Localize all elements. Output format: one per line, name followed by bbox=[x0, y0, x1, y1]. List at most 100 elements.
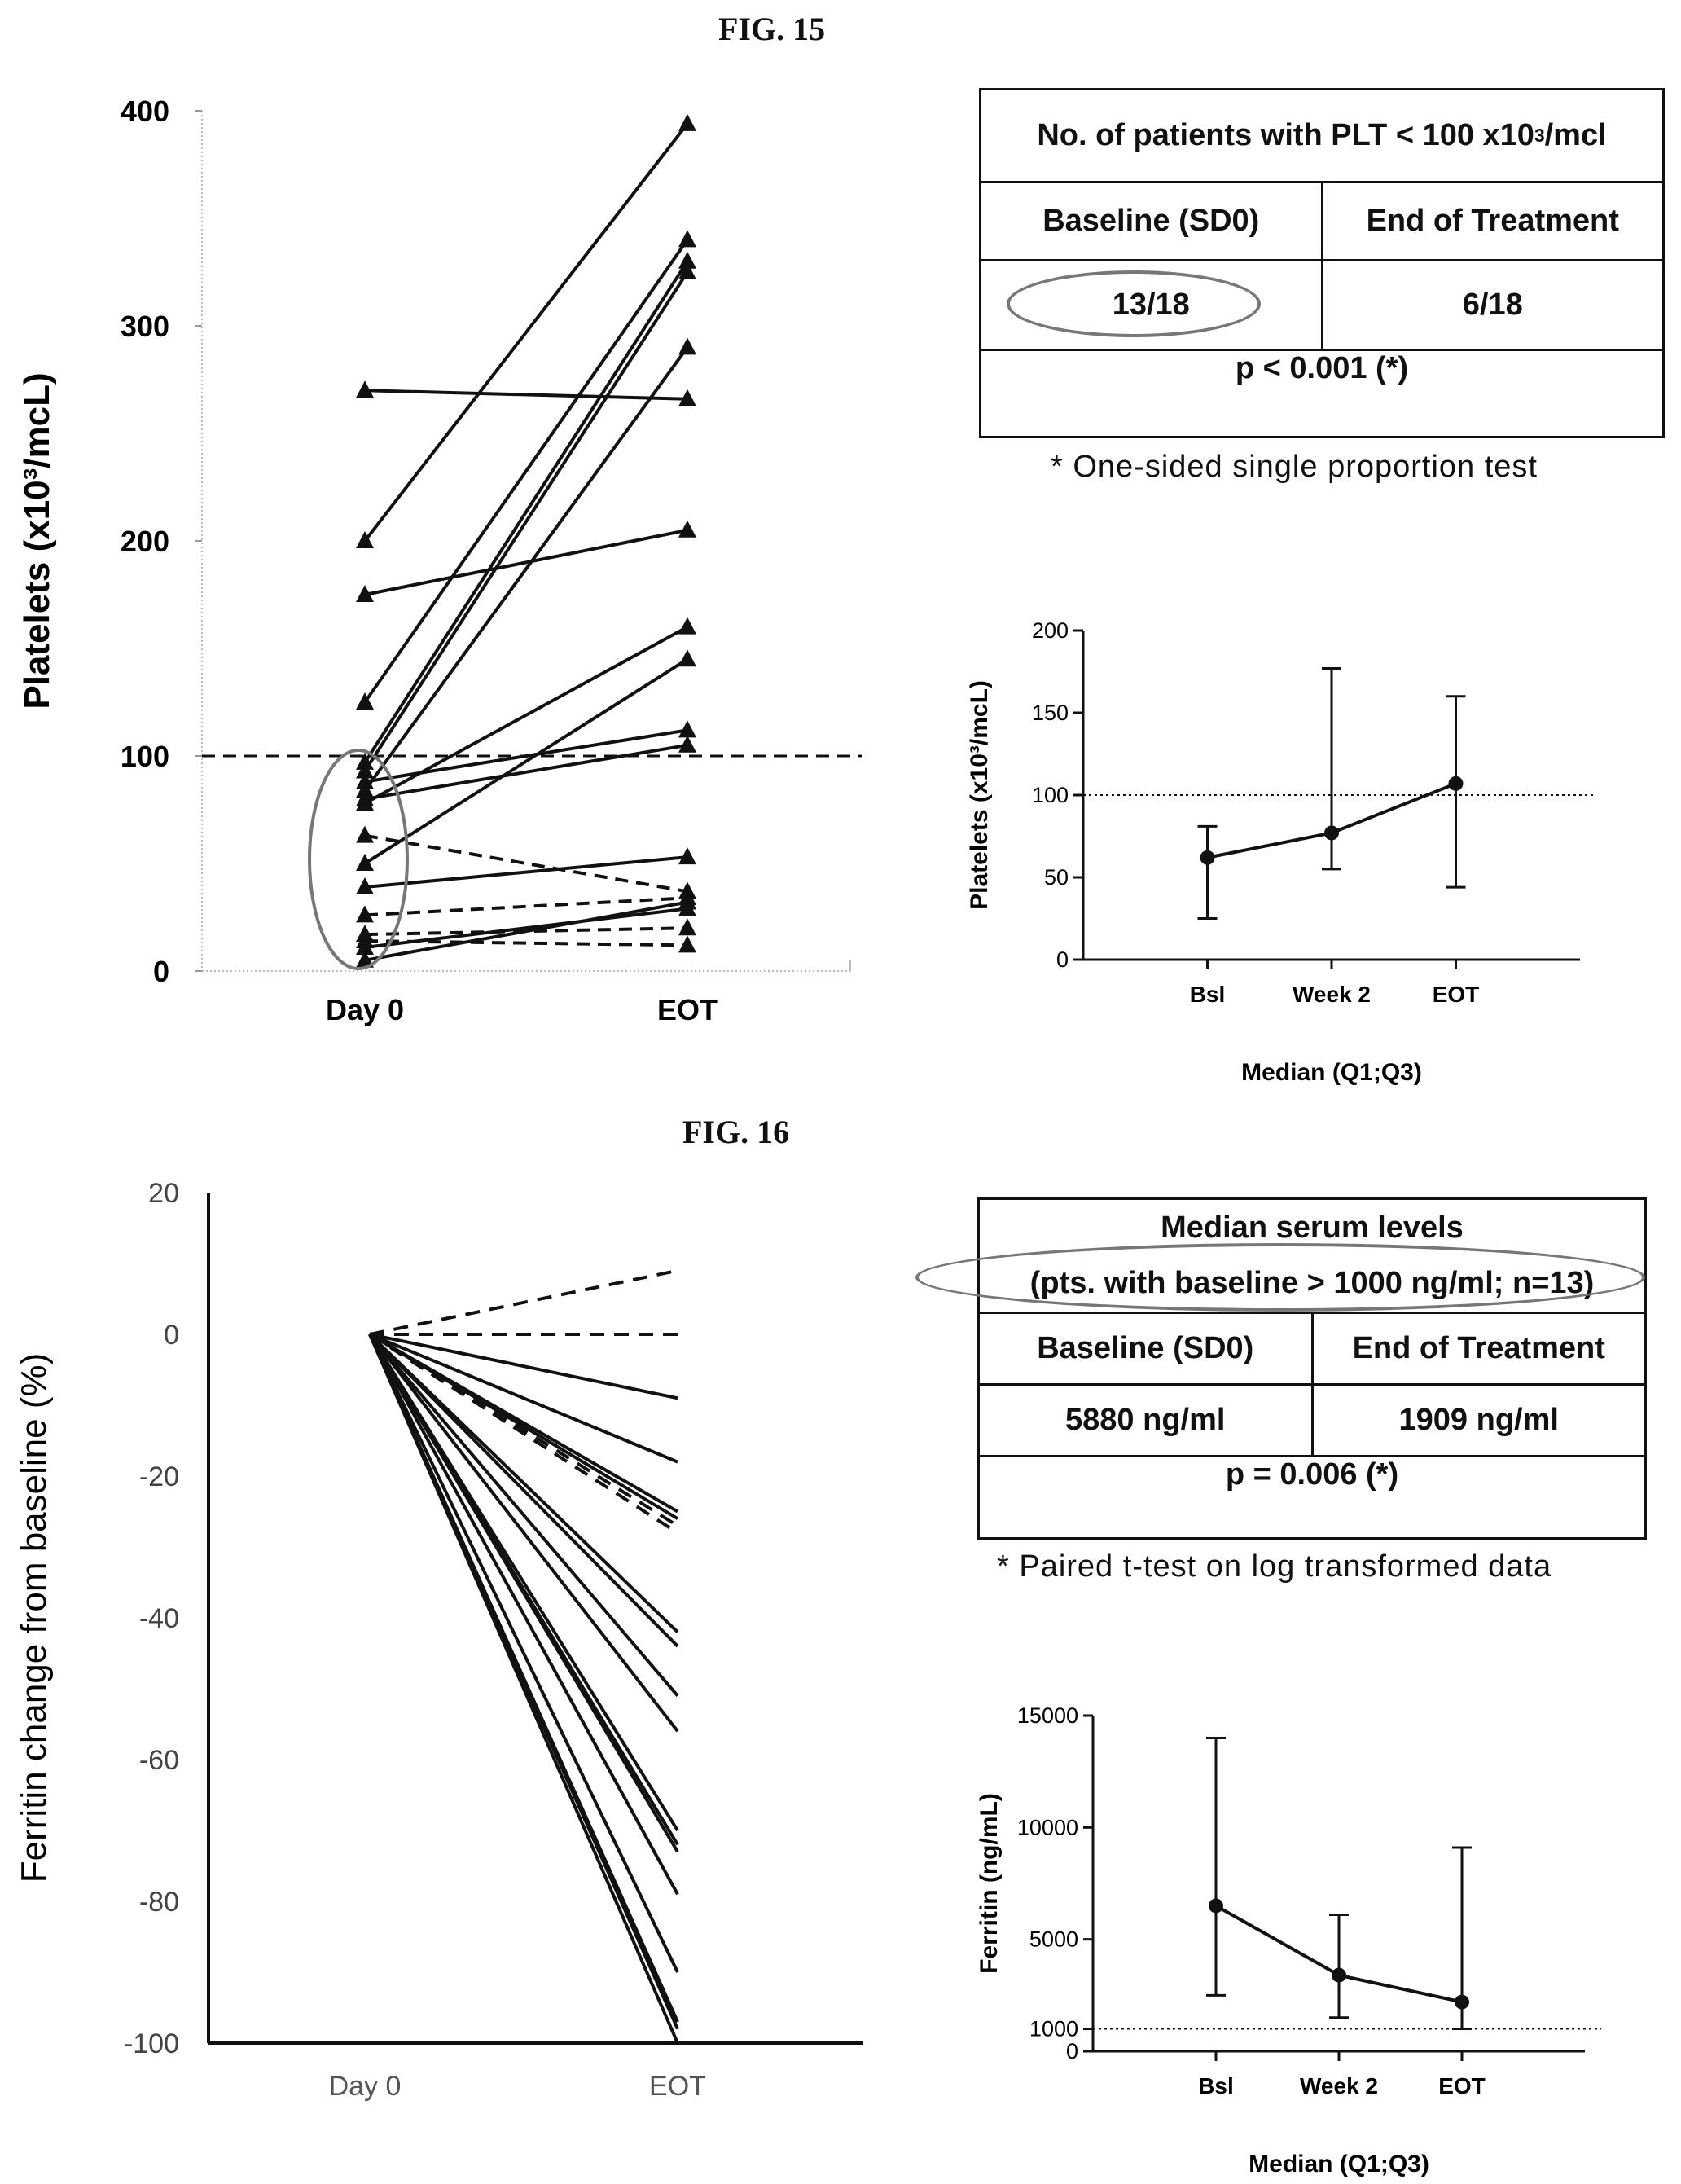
fig16-table-note: * Paired t-test on log transformed data bbox=[997, 1549, 1552, 1584]
fig16-small-y-tick-label: 0 bbox=[1066, 2039, 1078, 2063]
fig15-series-line bbox=[363, 260, 689, 764]
fig15-data-point bbox=[356, 950, 374, 968]
fig15-x-tick-label: Day 0 bbox=[326, 993, 404, 1026]
fig16-x-tick-label: EOT bbox=[649, 2071, 706, 2102]
fig15-series-line bbox=[364, 907, 688, 949]
fig15-data-point bbox=[678, 617, 696, 635]
fig15-series-line bbox=[364, 900, 688, 962]
fig15-data-point bbox=[356, 905, 374, 923]
fig15-data-point bbox=[678, 337, 696, 355]
fig16-small-y-axis-label: Ferritin (ng/mL) bbox=[976, 1793, 1003, 1974]
fig16-pvalue: p = 0.006 (*) bbox=[1225, 1457, 1399, 1492]
fig15-small-x-tick-label: EOT bbox=[1433, 982, 1480, 1007]
fig15-data-point bbox=[678, 847, 696, 865]
fig16-title-highlight-ring bbox=[915, 1243, 1645, 1312]
fig15-small-median-point bbox=[1200, 850, 1215, 865]
fig16-small-median-point bbox=[1332, 1967, 1346, 1983]
fig16-series-line bbox=[368, 1334, 679, 1896]
fig16-series-line bbox=[368, 1333, 679, 1535]
fig16-series-line bbox=[368, 1334, 679, 1973]
fig15-data-point bbox=[678, 720, 696, 738]
fig15-data-point bbox=[356, 531, 374, 548]
fig15-data-point bbox=[678, 935, 696, 953]
fig15-table-title-sup: 3 bbox=[1534, 125, 1545, 146]
fig16-label: FIG. 16 bbox=[682, 1114, 790, 1150]
fig15-y-tick-label: 100 bbox=[121, 740, 169, 773]
fig15-small-y-axis-label: Platelets (x10³/mcL) bbox=[966, 680, 993, 910]
fig15-data-point bbox=[356, 780, 374, 798]
fig16-y-tick-label: -40 bbox=[139, 1603, 179, 1634]
fig15-data-point bbox=[356, 877, 374, 895]
fig15-data-point bbox=[356, 825, 374, 843]
fig15-pvalue: p < 0.001 (*) bbox=[1235, 351, 1409, 385]
fig15-x-tick-label: EOT bbox=[657, 993, 718, 1026]
fig15-y-tick-label: 200 bbox=[121, 525, 169, 558]
fig15-data-point bbox=[678, 735, 696, 753]
fig15-data-point bbox=[356, 585, 374, 602]
fig16-y-tick-label: -60 bbox=[139, 1745, 179, 1776]
fig15-baseline-highlight-ring bbox=[1007, 270, 1261, 337]
fig16-series-line bbox=[368, 1333, 679, 1633]
fig15-data-point bbox=[356, 380, 374, 398]
fig15-data-point bbox=[356, 854, 374, 871]
fig16-y-tick-label: -100 bbox=[124, 2028, 179, 2059]
fig16-small-y-tick-label: 15000 bbox=[1017, 1703, 1078, 1728]
fig15-y-axis-label: Platelets (x10³/mcL) bbox=[17, 372, 57, 709]
fig16-series-line bbox=[368, 1333, 679, 1648]
fig15-col-baseline: Baseline (SD0) bbox=[1042, 204, 1260, 238]
fig15-data-point bbox=[678, 389, 696, 406]
fig16-y-axis-label: Ferritin change from baseline (%) bbox=[14, 1353, 54, 1883]
fig15-series-line bbox=[364, 743, 688, 801]
fig16-y-tick-label: -80 bbox=[139, 1887, 179, 1918]
fig16-table-title1: Median serum levels bbox=[1161, 1210, 1464, 1245]
fig16-series-line bbox=[368, 1333, 679, 1853]
fig15-day0-highlight-ring bbox=[308, 749, 409, 970]
fig16-col-eot: End of Treatment bbox=[1310, 1314, 1645, 1383]
fig16-y-tick-label: 20 bbox=[148, 1178, 179, 1209]
fig15-small-median-point bbox=[1324, 825, 1339, 841]
fig15-small-y-tick-label: 100 bbox=[1032, 783, 1069, 807]
fig16-series-line bbox=[369, 1333, 678, 1464]
fig15-data-point bbox=[678, 649, 696, 667]
fig15-series-line bbox=[363, 657, 689, 865]
fig16-y-tick-label: 0 bbox=[164, 1320, 179, 1351]
fig15-data-point bbox=[678, 113, 696, 131]
fig16-small-y-tick-label: 5000 bbox=[1029, 1927, 1078, 1952]
fig15-data-point bbox=[678, 251, 696, 269]
fig16-series-line bbox=[368, 1333, 679, 1697]
fig15-series-line bbox=[364, 855, 688, 890]
fig15-data-point bbox=[678, 892, 696, 910]
fig16-small-x-tick-label: Week 2 bbox=[1300, 2073, 1378, 2098]
fig15-data-point bbox=[678, 262, 696, 279]
fig16-small-x-tick-label: Bsl bbox=[1198, 2073, 1234, 2098]
fig16-series-line bbox=[369, 1268, 678, 1336]
fig15-series-line bbox=[363, 122, 689, 543]
fig16-y-tick-label: -20 bbox=[139, 1461, 179, 1492]
fig16-small-y-tick-label: 1000 bbox=[1029, 2017, 1078, 2041]
fig16-val-baseline: 5880 ng/ml bbox=[1065, 1403, 1226, 1437]
fig16-small-median-point bbox=[1455, 1994, 1469, 2010]
fig15-series-line bbox=[364, 896, 688, 917]
fig15-series-line bbox=[364, 926, 688, 937]
fig15-table-title-end: /mcl bbox=[1544, 118, 1607, 152]
fig15-small-median-point bbox=[1448, 776, 1464, 791]
fig15-small-y-tick-label: 50 bbox=[1044, 865, 1069, 890]
fig16-series-line bbox=[368, 1334, 679, 2044]
fig15-y-tick-label: 300 bbox=[121, 310, 169, 343]
fig15-data-point bbox=[678, 918, 696, 936]
fig15-y-tick-label: 400 bbox=[121, 94, 169, 128]
fig16-col-baseline: Baseline (SD0) bbox=[1037, 1331, 1254, 1365]
fig16-x-tick-label: Day 0 bbox=[329, 2071, 402, 2102]
fig15-small-y-tick-label: 150 bbox=[1032, 701, 1069, 725]
fig16-small-x-tick-label: EOT bbox=[1438, 2073, 1486, 2098]
fig15-table-title: No. of patients with PLT < 100 x10 3/mcl bbox=[981, 90, 1662, 181]
fig15-small-x-axis-label: Median (Q1;Q3) bbox=[1241, 1059, 1422, 1086]
fig15-data-point bbox=[356, 761, 374, 779]
fig16-series-line bbox=[369, 1333, 678, 1400]
fig15-series-line bbox=[363, 346, 689, 792]
fig15-label: FIG. 15 bbox=[718, 11, 826, 47]
fig15-data-point bbox=[356, 937, 374, 955]
fig15-small-x-tick-label: Week 2 bbox=[1293, 982, 1371, 1007]
fig16-small-x-axis-label: Median (Q1;Q3) bbox=[1249, 2151, 1429, 2177]
